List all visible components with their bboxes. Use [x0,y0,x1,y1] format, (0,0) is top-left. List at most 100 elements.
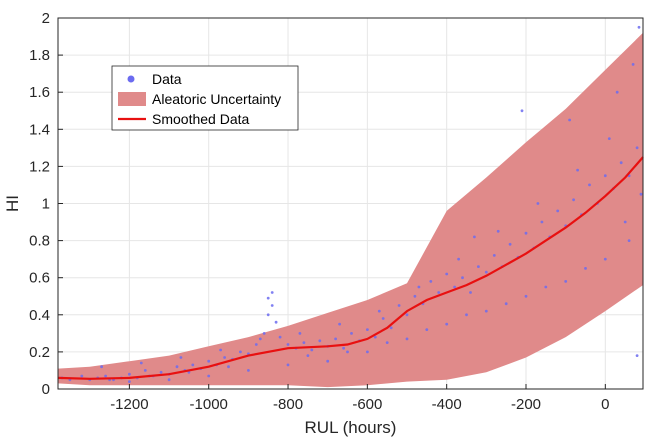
data-point [572,198,575,202]
data-point [520,109,524,113]
uncertainty-band-layer [58,32,643,388]
data-point [425,328,429,331]
data-point [413,294,417,298]
y-tick-label: 1.2 [29,158,50,175]
data-point [524,294,528,298]
uncertainty-band [58,32,643,388]
data-point [544,285,548,289]
data-point [302,341,306,344]
data-point [576,168,579,172]
data-point [603,257,607,261]
data-point [588,183,591,187]
y-tick-label: 1.6 [29,84,50,101]
legend-marker-data [127,75,135,83]
legend-label-smoothed: Smoothed Data [152,111,249,127]
data-point [405,337,409,341]
data-point [306,354,310,357]
y-tick-label: 1 [42,196,50,213]
data-point [207,374,211,378]
data-point [207,359,211,363]
data-point [389,326,393,330]
data-point [564,280,568,283]
data-point [223,356,227,359]
data-point [286,363,290,367]
data-point [437,291,441,294]
data-point [191,363,195,367]
data-point [484,270,488,274]
data-point [637,25,641,29]
data-point [453,285,456,289]
data-point [504,302,508,306]
data-point [127,380,131,383]
x-tick-label: -1200 [110,396,148,413]
data-point [266,296,270,300]
data-point [607,137,611,141]
x-tick-label: -800 [273,396,303,413]
data-point [615,90,619,94]
y-tick-label: 0 [42,381,50,398]
data-point [270,304,274,307]
legend-patch-uncertainty [118,92,146,106]
data-point [139,361,143,365]
data-point [623,220,627,224]
data-point [175,365,179,369]
data-point [326,359,330,363]
data-point [540,220,544,224]
y-axis-ticks: 0 0.2 0.4 0.6 0.8 1 1.2 1.4 1.6 1.8 2 [29,10,63,398]
data-point [584,267,587,270]
data-point [247,369,250,372]
data-point [484,309,488,313]
data-point [334,337,337,341]
data-point [179,356,183,359]
data-point [465,313,468,317]
data-point [286,343,290,346]
y-tick-label: 2 [42,10,50,27]
data-point [342,346,345,350]
x-tick-label: -1000 [190,396,228,413]
x-tick-label: -400 [432,396,462,413]
data-point [159,370,163,374]
y-tick-label: 0.8 [29,233,50,250]
data-point [318,339,322,343]
data-point [405,313,409,317]
data-point [461,276,464,280]
data-point [127,372,131,376]
data-point [445,272,449,276]
legend-label-data: Data [152,71,182,87]
data-point [556,209,560,213]
data-point [445,322,449,326]
data-point [278,335,282,339]
data-point [270,291,274,294]
data-point [366,350,369,354]
data-point [417,285,421,289]
y-tick-label: 0.4 [29,307,50,324]
data-point [492,254,496,257]
data-point [469,291,472,294]
x-tick-label: -200 [511,396,541,413]
data-point [568,118,571,122]
y-axis-label: HI [3,195,22,212]
data-point [80,374,84,378]
data-point [143,369,147,372]
smoothed-data-line [57,156,644,380]
data-point [338,322,341,326]
data-point [350,332,353,335]
x-tick-label: 0 [601,396,609,413]
data-point [397,304,401,307]
data-point [639,192,643,196]
data-point [631,63,635,66]
data-point [100,365,103,369]
legend: Data Aleatoric Uncertainty Smoothed Data [111,65,299,131]
x-axis-ticks: -1200 -1000 -800 -600 -400 -200 0 [110,384,609,413]
y-tick-label: 1.8 [29,47,50,64]
data-point [346,350,349,354]
data-point [473,235,476,239]
smoothed-line-layer [57,156,644,380]
data-point [524,231,528,235]
data-point [366,328,369,331]
data-point [429,280,433,283]
data-point [635,146,639,150]
data-point [508,242,512,246]
data-point [274,320,278,324]
